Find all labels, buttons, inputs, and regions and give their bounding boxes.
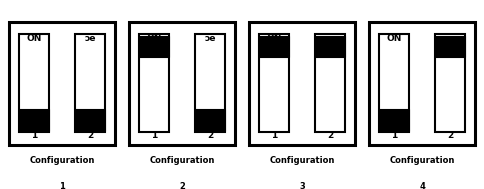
Text: ON: ON xyxy=(386,34,402,43)
Text: ɔe: ɔe xyxy=(84,34,96,43)
Bar xyxy=(195,34,226,132)
Bar xyxy=(129,22,235,145)
Bar xyxy=(9,22,115,145)
Bar xyxy=(378,34,409,132)
Bar xyxy=(19,109,48,131)
Bar xyxy=(138,34,169,132)
Text: Configuration: Configuration xyxy=(389,156,454,165)
Bar xyxy=(249,22,355,145)
Bar xyxy=(139,36,168,57)
Text: 2: 2 xyxy=(87,131,93,140)
Text: 2: 2 xyxy=(207,131,213,140)
Text: 3: 3 xyxy=(299,182,305,189)
Bar xyxy=(379,109,408,131)
Text: 1: 1 xyxy=(31,131,37,140)
Text: ɔe: ɔe xyxy=(324,34,336,43)
Text: 1: 1 xyxy=(271,131,277,140)
Text: 1: 1 xyxy=(391,131,397,140)
Text: 2: 2 xyxy=(327,131,333,140)
Bar xyxy=(369,22,475,145)
Text: ON: ON xyxy=(146,34,162,43)
Text: Configuration: Configuration xyxy=(149,156,215,165)
Text: 1: 1 xyxy=(151,131,157,140)
Text: 1: 1 xyxy=(59,182,65,189)
Bar xyxy=(196,109,225,131)
Text: 2: 2 xyxy=(447,131,453,140)
Bar xyxy=(315,34,346,132)
Bar xyxy=(258,34,289,132)
Text: Configuration: Configuration xyxy=(269,156,335,165)
Text: 2: 2 xyxy=(179,182,185,189)
Bar xyxy=(259,36,288,57)
Text: Configuration: Configuration xyxy=(30,156,95,165)
Text: ɔe: ɔe xyxy=(444,34,456,43)
Text: ON: ON xyxy=(266,34,282,43)
Bar xyxy=(75,34,106,132)
Text: ɔe: ɔe xyxy=(204,34,216,43)
Text: 4: 4 xyxy=(419,182,425,189)
Bar xyxy=(18,34,49,132)
Bar xyxy=(76,109,105,131)
Text: ON: ON xyxy=(26,34,42,43)
Bar xyxy=(435,34,466,132)
Bar xyxy=(436,36,465,57)
Bar xyxy=(316,36,345,57)
